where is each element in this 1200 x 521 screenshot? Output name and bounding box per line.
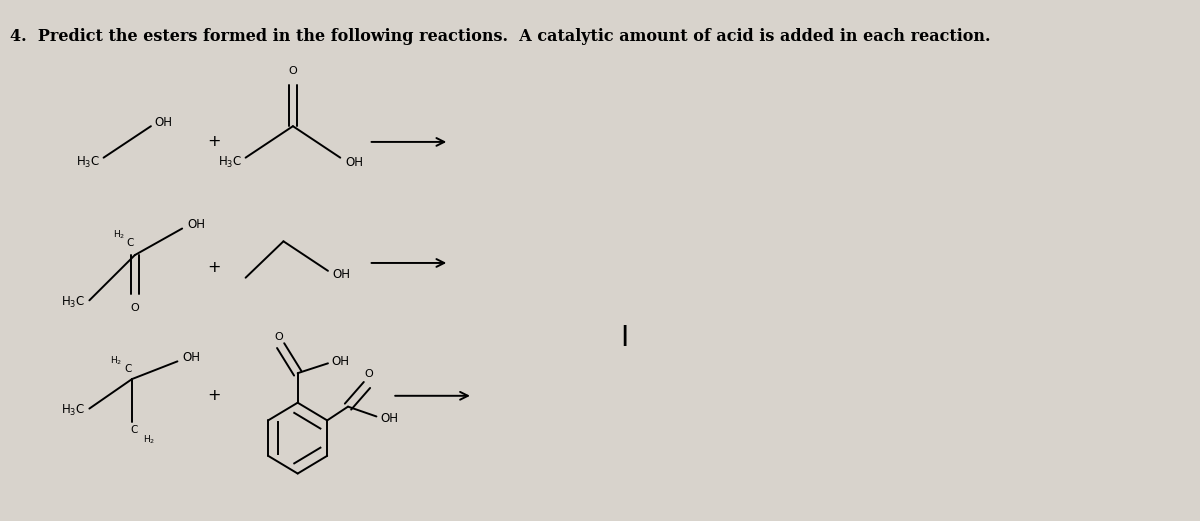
Text: H$_2$: H$_2$ xyxy=(113,228,125,241)
Text: OH: OH xyxy=(380,412,398,425)
Text: H$_3$C: H$_3$C xyxy=(217,155,242,170)
Text: O: O xyxy=(365,369,373,379)
Text: +: + xyxy=(208,134,221,150)
Text: C: C xyxy=(130,425,138,435)
Text: H$_3$C: H$_3$C xyxy=(61,295,85,310)
Text: C: C xyxy=(126,238,133,249)
Text: H$_3$C: H$_3$C xyxy=(76,155,100,170)
Text: I: I xyxy=(620,324,629,352)
Text: H$_2$: H$_2$ xyxy=(143,434,155,446)
Text: +: + xyxy=(208,260,221,276)
Text: OH: OH xyxy=(155,116,173,129)
Text: H$_3$C: H$_3$C xyxy=(61,403,85,418)
Text: OH: OH xyxy=(187,218,205,231)
Text: OH: OH xyxy=(331,355,349,368)
Text: +: + xyxy=(208,388,221,403)
Text: O: O xyxy=(288,66,298,76)
Text: O: O xyxy=(131,303,139,313)
Text: OH: OH xyxy=(182,351,200,364)
Text: OH: OH xyxy=(332,268,350,281)
Text: OH: OH xyxy=(346,156,364,169)
Text: 4.  Predict the esters formed in the following reactions.  A catalytic amount of: 4. Predict the esters formed in the foll… xyxy=(11,28,991,45)
Text: O: O xyxy=(275,332,283,342)
Text: C: C xyxy=(125,364,132,374)
Text: H$_2$: H$_2$ xyxy=(109,354,122,367)
